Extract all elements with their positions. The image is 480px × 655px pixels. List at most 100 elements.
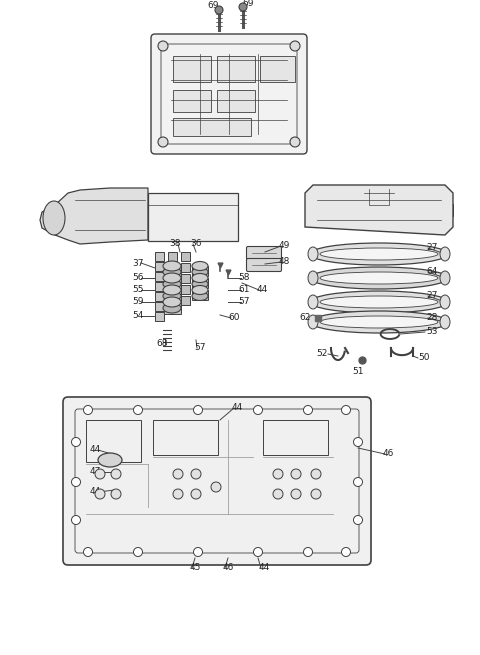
Text: 69: 69 — [242, 0, 254, 7]
Bar — [148, 193, 238, 241]
Bar — [163, 278, 181, 290]
Text: 57: 57 — [194, 343, 206, 352]
Text: 45: 45 — [189, 563, 201, 572]
Bar — [168, 263, 177, 272]
Ellipse shape — [163, 267, 181, 277]
FancyBboxPatch shape — [63, 397, 371, 565]
Bar — [153, 420, 218, 455]
Ellipse shape — [308, 295, 318, 309]
Bar — [163, 302, 181, 314]
Circle shape — [353, 515, 362, 525]
Ellipse shape — [320, 272, 438, 284]
Ellipse shape — [192, 280, 208, 288]
Text: 48: 48 — [278, 257, 290, 267]
Ellipse shape — [310, 267, 448, 289]
Text: 44: 44 — [231, 403, 242, 413]
Circle shape — [158, 41, 168, 51]
Text: 68: 68 — [156, 339, 168, 348]
Text: 27: 27 — [426, 291, 438, 301]
Ellipse shape — [310, 243, 448, 265]
Text: 36: 36 — [190, 240, 202, 248]
Ellipse shape — [98, 453, 122, 467]
Circle shape — [173, 469, 183, 479]
Ellipse shape — [192, 274, 208, 282]
Bar — [181, 274, 190, 283]
Ellipse shape — [440, 247, 450, 261]
Circle shape — [72, 515, 81, 525]
Circle shape — [291, 469, 301, 479]
Ellipse shape — [43, 201, 65, 235]
Ellipse shape — [440, 315, 450, 329]
Bar — [168, 296, 177, 305]
Bar — [155, 272, 164, 281]
Ellipse shape — [163, 273, 181, 283]
Circle shape — [273, 489, 283, 499]
Circle shape — [253, 548, 263, 557]
Text: 55: 55 — [132, 286, 144, 295]
Polygon shape — [40, 188, 148, 244]
Bar — [155, 302, 164, 311]
Circle shape — [353, 477, 362, 487]
Ellipse shape — [320, 248, 438, 260]
Text: 62: 62 — [300, 314, 311, 322]
Circle shape — [291, 489, 301, 499]
Text: 44: 44 — [258, 563, 270, 572]
Circle shape — [95, 469, 105, 479]
Bar — [445, 204, 453, 216]
Text: 56: 56 — [132, 274, 144, 282]
Circle shape — [273, 469, 283, 479]
Circle shape — [290, 137, 300, 147]
Bar — [163, 290, 181, 302]
Text: 37: 37 — [132, 259, 144, 267]
Ellipse shape — [163, 279, 181, 289]
Ellipse shape — [192, 291, 208, 301]
Text: 49: 49 — [278, 242, 290, 250]
Bar — [192, 278, 208, 288]
Ellipse shape — [308, 247, 318, 261]
Bar — [155, 312, 164, 321]
Ellipse shape — [163, 261, 181, 271]
Circle shape — [253, 405, 263, 415]
Ellipse shape — [320, 316, 438, 328]
Text: 44: 44 — [89, 445, 101, 455]
Bar — [86, 420, 141, 462]
Bar — [192, 266, 208, 276]
Text: 44: 44 — [89, 487, 101, 496]
Text: 54: 54 — [132, 312, 144, 320]
Text: 38: 38 — [169, 240, 181, 248]
Text: 60: 60 — [228, 314, 240, 322]
Ellipse shape — [310, 291, 448, 313]
Circle shape — [239, 3, 247, 11]
Circle shape — [211, 482, 221, 492]
Ellipse shape — [310, 311, 448, 333]
Bar — [192, 290, 208, 300]
Bar — [173, 56, 211, 82]
Ellipse shape — [440, 271, 450, 285]
Circle shape — [133, 548, 143, 557]
Bar — [173, 118, 251, 136]
Circle shape — [215, 6, 223, 14]
Bar — [168, 274, 177, 283]
Text: 44: 44 — [256, 286, 268, 295]
Text: 46: 46 — [222, 563, 234, 572]
Ellipse shape — [163, 285, 181, 295]
Text: 57: 57 — [238, 297, 250, 307]
Bar — [181, 263, 190, 272]
Bar — [217, 90, 255, 112]
Text: 58: 58 — [238, 274, 250, 282]
Text: 53: 53 — [426, 328, 438, 337]
Ellipse shape — [440, 295, 450, 309]
Bar — [163, 266, 181, 278]
Text: 59: 59 — [132, 297, 144, 307]
Circle shape — [173, 489, 183, 499]
Circle shape — [72, 477, 81, 487]
Text: 69: 69 — [207, 1, 219, 10]
Bar — [173, 90, 211, 112]
Circle shape — [111, 489, 121, 499]
Bar — [168, 285, 177, 294]
Polygon shape — [305, 185, 453, 235]
Text: 47: 47 — [89, 468, 101, 476]
Text: 52: 52 — [316, 350, 328, 358]
Circle shape — [193, 405, 203, 415]
Ellipse shape — [163, 297, 181, 307]
